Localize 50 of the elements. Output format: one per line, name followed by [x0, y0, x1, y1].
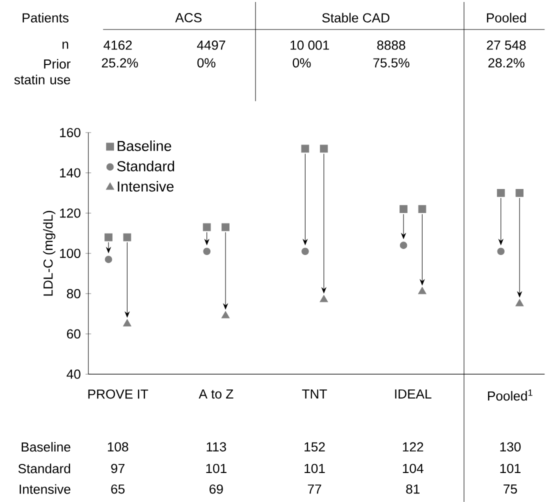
y-tick-label: 140 — [60, 168, 80, 178]
data-label: 101 — [206, 464, 226, 474]
text: 75.5% — [373, 58, 410, 68]
text: 4497 — [197, 40, 226, 50]
data-label: 77 — [308, 484, 322, 494]
legend-label: Baseline — [118, 140, 172, 152]
legend-label: Intensive — [118, 180, 174, 192]
text: 8888 — [377, 40, 406, 50]
text: 27 548 — [486, 40, 526, 50]
data-label: 97 — [111, 464, 124, 474]
data-label: 101 — [304, 464, 325, 474]
x-tick-label: Pooled$^{1}$ — [488, 389, 532, 401]
data-label: 75 — [504, 484, 517, 494]
text: 28.2% — [488, 58, 524, 68]
x-tick-label: PROVE IT — [88, 389, 148, 399]
text: Patients — [22, 12, 68, 22]
text: Stable CAD — [322, 12, 390, 22]
x-tick-label: IDEAL — [395, 389, 432, 398]
y-tick-label: 120 — [60, 208, 80, 218]
x-tick-label: A to Z — [198, 389, 234, 399]
y-tick-label: 160 — [60, 128, 80, 138]
text: Baseline — [22, 442, 70, 452]
data-label: 104 — [402, 464, 424, 474]
text: 0% — [292, 58, 311, 68]
data-label: 113 — [206, 442, 226, 452]
text: Prior statin use — [14, 58, 70, 84]
x-tick-label: TNT — [302, 389, 327, 398]
y-tick-label: 100 — [60, 248, 80, 258]
data-label: 152 — [304, 442, 325, 452]
text: n — [62, 42, 68, 49]
text: Intensive — [20, 484, 70, 494]
text: Pooled — [486, 12, 526, 22]
legend-label: Standard — [117, 160, 174, 172]
data-label: 65 — [111, 484, 125, 494]
data-label: 69 — [210, 484, 223, 494]
text: 10 001 — [290, 40, 329, 50]
y-tick-label: 40 — [66, 370, 80, 379]
text: 0% — [197, 58, 216, 68]
y-axis-title: LDL-C (mg/dL) — [43, 210, 56, 296]
data-label: 130 — [500, 442, 521, 452]
text: ACS — [175, 13, 202, 22]
text: 4162 — [104, 40, 132, 50]
text: Standard — [18, 464, 70, 474]
data-label: 81 — [406, 484, 420, 494]
data-label: 108 — [108, 442, 128, 452]
data-label: 122 — [402, 442, 424, 452]
y-tick-label: 80 — [66, 288, 80, 298]
data-label: 101 — [500, 464, 521, 474]
y-tick-label: 60 — [67, 329, 80, 338]
text: 25.2% — [102, 58, 138, 68]
